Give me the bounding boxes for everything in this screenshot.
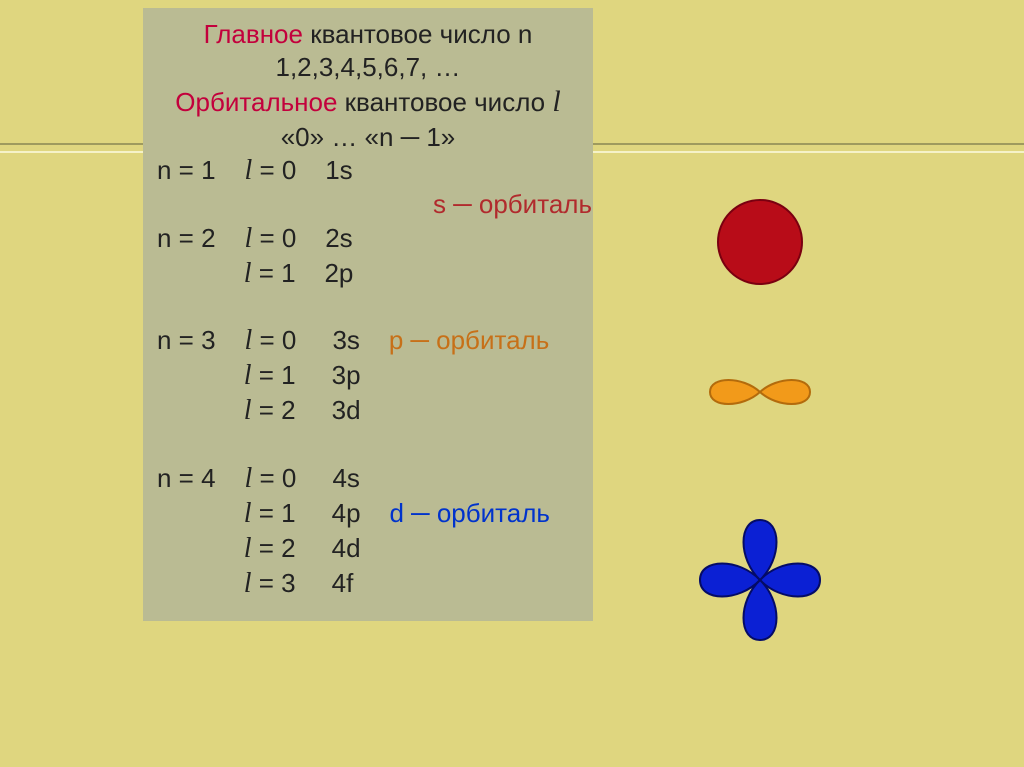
title-1-rest: квантовое число n <box>303 19 532 49</box>
title-line-1: Главное квантовое число n <box>143 18 593 51</box>
table-row: s ─ орбиталь <box>143 188 593 221</box>
p-orbital-shape <box>710 380 810 404</box>
title-line-4: «0» … «n ─ 1» <box>143 121 593 154</box>
table-row: l = 1 2p <box>143 256 593 291</box>
table-row: l = 1 4p d ─ орбиталь <box>143 496 593 531</box>
table-row: n = 2 l = 0 2s <box>143 221 593 256</box>
d-orbital-shape <box>700 520 820 640</box>
table-row <box>143 291 593 324</box>
title-line-2: 1,2,3,4,5,6,7, … <box>143 51 593 84</box>
title-3-prefix: Орбитальное <box>175 87 337 117</box>
title-line-3: Орбитальное квантовое число l <box>143 83 593 121</box>
table-row: n = 4 l = 0 4s <box>143 461 593 496</box>
table-row: l = 2 3d <box>143 393 593 428</box>
title-1-prefix: Главное <box>204 19 303 49</box>
table-row: l = 1 3p <box>143 358 593 393</box>
title-3-l: l <box>552 85 560 118</box>
content-panel: Главное квантовое число n 1,2,3,4,5,6,7,… <box>143 8 593 621</box>
data-rows-container: n = 1 l = 0 1ss ─ орбитальn = 2 l = 0 2s… <box>143 153 593 601</box>
table-row: n = 1 l = 0 1s <box>143 153 593 188</box>
table-row <box>143 428 593 461</box>
s-orbital-shape <box>718 200 802 284</box>
table-row: l = 3 4f <box>143 566 593 601</box>
title-3-rest: квантовое число <box>337 87 552 117</box>
table-row: n = 3 l = 0 3s p ─ орбиталь <box>143 323 593 358</box>
orbital-shapes <box>640 180 1000 740</box>
table-row: l = 2 4d <box>143 531 593 566</box>
